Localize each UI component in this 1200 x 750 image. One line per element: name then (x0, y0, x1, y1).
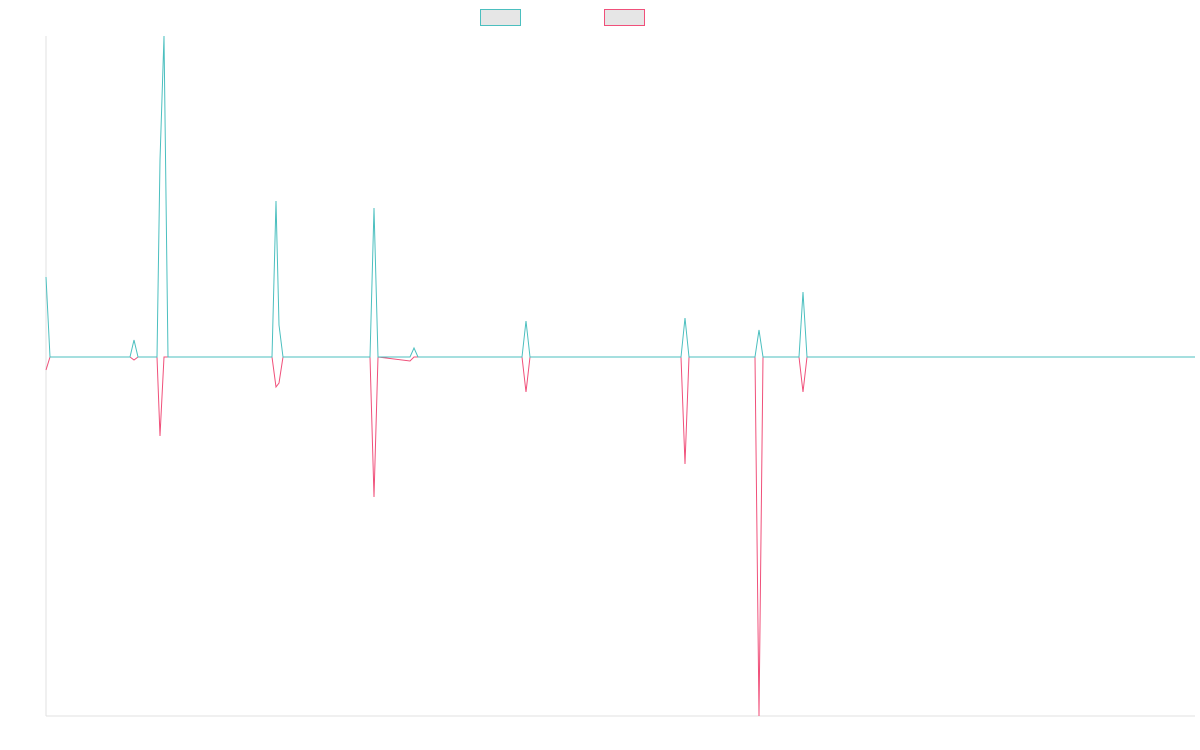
legend-swatch[interactable] (480, 9, 521, 26)
series-line (45, 356, 1195, 717)
legend-swatch[interactable] (604, 9, 645, 26)
series-line (45, 35, 1195, 358)
